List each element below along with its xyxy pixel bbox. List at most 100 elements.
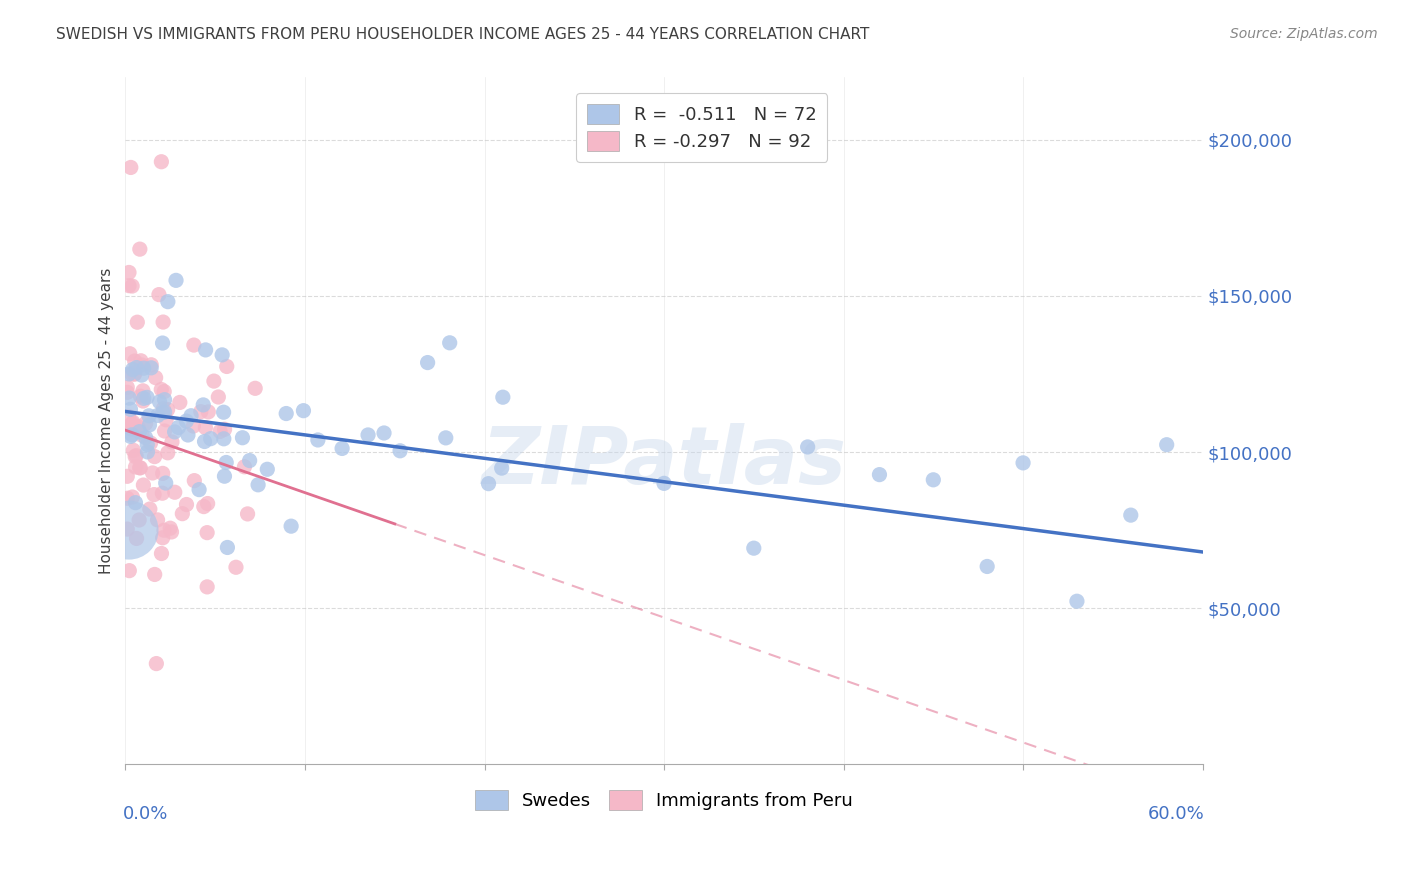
Point: [148, 394, 170, 409]
Point: [389, 443, 412, 458]
Point: [141, 358, 163, 372]
Point: [180, 409, 202, 423]
Point: [143, 450, 166, 464]
Point: [194, 420, 217, 434]
Point: [177, 428, 200, 442]
Point: [118, 367, 141, 381]
Point: [120, 161, 142, 175]
Point: [117, 420, 139, 434]
Point: [128, 425, 150, 439]
Point: [212, 432, 235, 446]
Point: [212, 405, 235, 419]
Point: [477, 476, 499, 491]
Point: [491, 461, 513, 475]
Point: [150, 486, 173, 500]
Point: [742, 541, 765, 556]
Point: [165, 273, 187, 287]
Point: [146, 513, 169, 527]
Point: [214, 469, 236, 483]
Point: [183, 419, 205, 434]
Point: [131, 358, 153, 372]
Point: [124, 460, 146, 475]
Point: [129, 460, 152, 475]
Point: [193, 398, 215, 412]
Point: [183, 474, 205, 488]
Point: [120, 402, 142, 417]
Point: [118, 278, 141, 293]
Point: [152, 405, 174, 419]
Y-axis label: Householder Income Ages 25 - 44 years: Householder Income Ages 25 - 44 years: [100, 268, 114, 574]
Point: [209, 425, 232, 439]
Point: [156, 446, 179, 460]
Point: [150, 383, 173, 397]
Point: [125, 449, 148, 463]
Point: [439, 335, 461, 350]
Point: [136, 445, 159, 459]
Point: [153, 392, 176, 407]
Point: [118, 347, 141, 361]
Point: [125, 532, 148, 546]
Point: [155, 413, 177, 427]
Point: [197, 405, 219, 419]
Point: [922, 473, 945, 487]
Point: [243, 381, 266, 395]
Point: [121, 422, 143, 436]
Point: [211, 348, 233, 362]
Point: [121, 490, 143, 504]
Text: 0.0%: 0.0%: [124, 805, 169, 823]
Point: [120, 429, 142, 443]
Point: [124, 367, 146, 381]
Point: [117, 385, 139, 400]
Point: [307, 433, 329, 447]
Point: [239, 453, 262, 467]
Point: [117, 522, 139, 536]
Point: [117, 380, 139, 394]
Point: [207, 390, 229, 404]
Point: [195, 580, 218, 594]
Point: [152, 336, 174, 351]
Point: [160, 524, 183, 539]
Point: [122, 443, 145, 458]
Point: [138, 409, 160, 423]
Point: [172, 507, 194, 521]
Point: [129, 353, 152, 368]
Point: [233, 459, 256, 474]
Point: [193, 434, 215, 449]
Point: [869, 467, 891, 482]
Point: [132, 478, 155, 492]
Point: [373, 425, 395, 440]
Point: [153, 405, 176, 419]
Point: [214, 422, 236, 436]
Point: [188, 483, 211, 497]
Point: [121, 279, 143, 293]
Point: [215, 359, 238, 374]
Point: [247, 478, 270, 492]
Point: [155, 475, 177, 490]
Point: [652, 476, 675, 491]
Point: [159, 521, 181, 535]
Point: [127, 315, 149, 329]
Point: [121, 427, 143, 442]
Point: [132, 392, 155, 406]
Point: [131, 368, 153, 383]
Point: [136, 437, 159, 451]
Point: [145, 657, 167, 671]
Point: [143, 567, 166, 582]
Point: [152, 467, 174, 481]
Point: [492, 390, 515, 404]
Point: [139, 502, 162, 516]
Point: [236, 507, 259, 521]
Point: [129, 389, 152, 403]
Point: [124, 496, 146, 510]
Legend: Swedes, Immigrants from Peru: Swedes, Immigrants from Peru: [468, 782, 860, 817]
Text: Source: ZipAtlas.com: Source: ZipAtlas.com: [1230, 27, 1378, 41]
Point: [135, 417, 157, 431]
Point: [152, 401, 174, 416]
Point: [118, 564, 141, 578]
Point: [139, 436, 162, 450]
Point: [153, 523, 176, 537]
Point: [118, 391, 141, 405]
Point: [131, 428, 153, 442]
Point: [190, 405, 212, 419]
Point: [163, 425, 186, 439]
